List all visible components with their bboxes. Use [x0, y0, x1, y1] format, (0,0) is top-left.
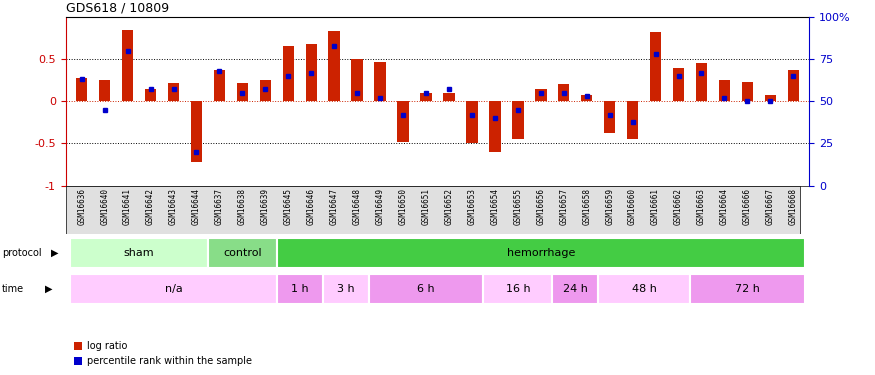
Text: GSM16658: GSM16658 [582, 188, 592, 225]
Text: GDS618 / 10809: GDS618 / 10809 [66, 2, 169, 14]
FancyBboxPatch shape [70, 238, 208, 268]
FancyBboxPatch shape [368, 274, 483, 304]
Bar [788, 70, 799, 101]
Bar [765, 95, 776, 101]
FancyBboxPatch shape [598, 274, 690, 304]
Text: protocol: protocol [2, 248, 41, 258]
Text: 72 h: 72 h [735, 284, 760, 294]
Bar [626, 101, 639, 139]
Text: GSM16654: GSM16654 [490, 188, 500, 225]
Text: GSM16649: GSM16649 [375, 188, 385, 225]
Text: time: time [2, 284, 24, 294]
Bar [696, 63, 707, 101]
FancyBboxPatch shape [323, 274, 368, 304]
Text: GSM16655: GSM16655 [514, 188, 522, 225]
FancyBboxPatch shape [552, 274, 598, 304]
FancyBboxPatch shape [276, 274, 323, 304]
Text: GSM16650: GSM16650 [399, 188, 408, 225]
Bar [420, 93, 431, 101]
Text: GSM16668: GSM16668 [788, 188, 798, 225]
Text: GSM16666: GSM16666 [743, 188, 752, 225]
Bar [397, 101, 409, 142]
Text: 16 h: 16 h [506, 284, 530, 294]
Bar [444, 93, 455, 101]
Text: GSM16639: GSM16639 [261, 188, 270, 225]
Text: GSM16661: GSM16661 [651, 188, 660, 225]
Bar [352, 59, 363, 101]
Bar [76, 78, 88, 101]
Text: ▶: ▶ [45, 284, 52, 294]
Text: n/a: n/a [164, 284, 182, 294]
Bar [466, 101, 478, 144]
Text: GSM16651: GSM16651 [422, 188, 430, 225]
Bar [581, 94, 592, 101]
Text: GSM16659: GSM16659 [606, 188, 614, 225]
Bar [283, 46, 294, 101]
Text: GSM16640: GSM16640 [100, 188, 109, 225]
Bar [535, 88, 547, 101]
Text: GSM16653: GSM16653 [467, 188, 476, 225]
Text: hemorrhage: hemorrhage [507, 248, 575, 258]
Text: GSM16643: GSM16643 [169, 188, 178, 225]
Text: sham: sham [123, 248, 154, 258]
Text: GSM16641: GSM16641 [123, 188, 132, 225]
FancyBboxPatch shape [66, 186, 801, 234]
Bar [260, 80, 271, 101]
Text: 6 h: 6 h [417, 284, 435, 294]
Text: 3 h: 3 h [337, 284, 354, 294]
Bar [145, 88, 157, 101]
Text: GSM16662: GSM16662 [674, 188, 683, 225]
Bar [742, 82, 753, 101]
Text: GSM16652: GSM16652 [444, 188, 453, 225]
Text: GSM16648: GSM16648 [353, 188, 361, 225]
Text: GSM16636: GSM16636 [77, 188, 87, 225]
Text: GSM16645: GSM16645 [284, 188, 293, 225]
Bar [328, 31, 340, 101]
Text: GSM16663: GSM16663 [697, 188, 706, 225]
FancyBboxPatch shape [690, 274, 805, 304]
Bar [650, 32, 662, 101]
Bar [99, 80, 110, 101]
Text: GSM16646: GSM16646 [307, 188, 316, 225]
Text: GSM16638: GSM16638 [238, 188, 247, 225]
Bar [214, 70, 225, 101]
Text: GSM16664: GSM16664 [720, 188, 729, 225]
Text: GSM16660: GSM16660 [628, 188, 637, 225]
Bar [168, 83, 179, 101]
Bar [374, 62, 386, 101]
Text: GSM16644: GSM16644 [192, 188, 201, 225]
Bar [489, 101, 500, 152]
Text: GSM16657: GSM16657 [559, 188, 568, 225]
Text: 48 h: 48 h [632, 284, 656, 294]
Text: ▶: ▶ [51, 248, 59, 258]
FancyBboxPatch shape [208, 238, 276, 268]
FancyBboxPatch shape [483, 274, 552, 304]
Text: GSM16637: GSM16637 [215, 188, 224, 225]
Bar [305, 44, 317, 101]
Bar [512, 101, 523, 139]
Text: GSM16647: GSM16647 [330, 188, 339, 225]
Text: GSM16642: GSM16642 [146, 188, 155, 225]
Bar [604, 101, 615, 134]
Bar [236, 83, 248, 101]
Bar [718, 80, 730, 101]
Bar [558, 84, 570, 101]
Legend: log ratio, percentile rank within the sample: log ratio, percentile rank within the sa… [71, 338, 255, 370]
Text: 24 h: 24 h [563, 284, 588, 294]
Text: 1 h: 1 h [291, 284, 309, 294]
Text: GSM16656: GSM16656 [536, 188, 545, 225]
Text: GSM16667: GSM16667 [766, 188, 775, 225]
Bar [673, 68, 684, 101]
FancyBboxPatch shape [70, 274, 276, 304]
FancyBboxPatch shape [276, 238, 805, 268]
Bar [191, 101, 202, 162]
Text: control: control [223, 248, 262, 258]
Bar [122, 30, 133, 101]
